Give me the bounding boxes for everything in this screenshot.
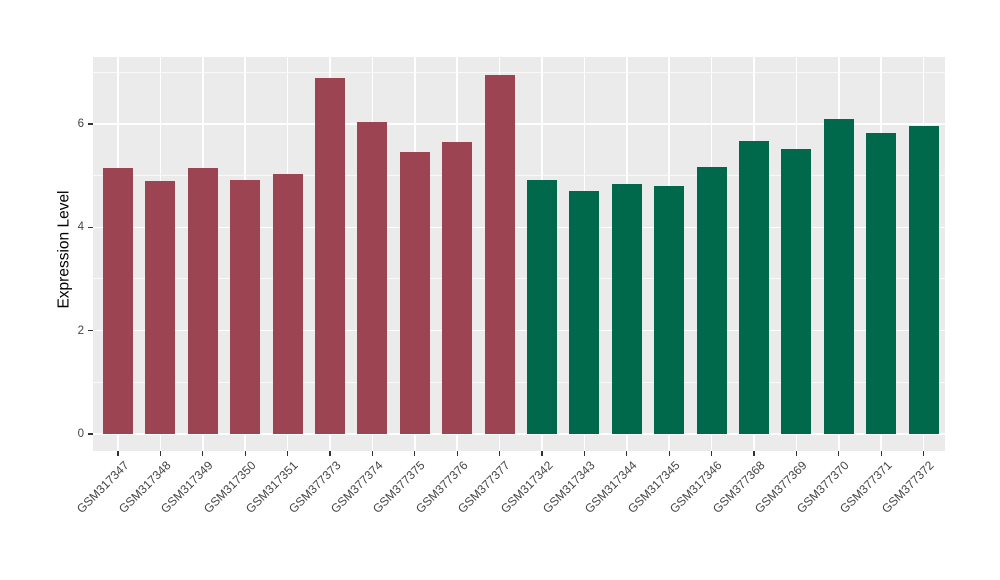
y-tick-mark — [88, 226, 93, 228]
y-tick-mark — [88, 330, 93, 332]
gridline-horizontal-major — [93, 123, 945, 125]
y-tick-label: 2 — [77, 324, 84, 337]
gridline-horizontal-major — [93, 329, 945, 332]
bar-GSM317342 — [527, 179, 557, 434]
bar-GSM377368 — [739, 141, 769, 434]
x-tick-mark — [159, 451, 161, 456]
gridline-horizontal-minor — [93, 278, 945, 280]
bar-GSM317346 — [696, 166, 727, 434]
x-tick-mark — [753, 451, 755, 456]
bar-GSM377369 — [781, 149, 812, 434]
bar-GSM317348 — [145, 180, 176, 434]
bar-GSM317347 — [103, 167, 133, 434]
x-tick-mark — [541, 451, 543, 456]
bar-GSM317345 — [654, 185, 685, 434]
plot-panel — [93, 57, 945, 451]
x-tick-mark — [880, 451, 882, 456]
x-tick-mark — [838, 451, 840, 456]
x-tick-mark — [923, 451, 925, 456]
x-tick-mark — [202, 451, 204, 456]
x-tick-mark — [117, 451, 119, 456]
y-tick-label: 4 — [77, 221, 84, 234]
x-tick-mark — [711, 451, 713, 456]
gridline-horizontal-major — [93, 226, 945, 229]
x-tick-mark — [287, 451, 289, 456]
bar-GSM377372 — [908, 126, 939, 434]
bar-GSM317350 — [230, 179, 261, 434]
bar-GSM377371 — [866, 132, 897, 434]
x-tick-mark — [456, 451, 458, 456]
bar-GSM317349 — [187, 167, 218, 434]
bar-GSM377370 — [823, 118, 854, 434]
gridline-horizontal-major — [93, 433, 945, 435]
gridline-horizontal-minor — [93, 175, 945, 177]
bar-GSM317351 — [272, 173, 303, 434]
bar-GSM377376 — [442, 141, 473, 434]
x-tick-mark — [371, 451, 373, 456]
bar-GSM377373 — [315, 77, 345, 434]
x-tick-mark — [583, 451, 585, 456]
y-tick-mark — [88, 433, 93, 435]
bar-GSM317344 — [611, 183, 642, 434]
x-tick-mark — [329, 451, 331, 456]
x-tick-mark — [499, 451, 501, 456]
y-axis-title: Expression Level — [55, 190, 73, 309]
bar-GSM377374 — [357, 122, 388, 434]
gridline-horizontal-minor — [93, 381, 945, 383]
bar-GSM377375 — [399, 151, 430, 434]
bar-GSM317343 — [569, 191, 600, 434]
y-tick-mark — [88, 123, 93, 125]
x-tick-mark — [626, 451, 628, 456]
x-tick-mark — [244, 451, 246, 456]
y-tick-label: 6 — [77, 117, 84, 130]
x-tick-mark — [795, 451, 797, 456]
x-tick-mark — [668, 451, 670, 456]
y-tick-label: 0 — [77, 428, 84, 440]
bar-GSM377377 — [484, 74, 515, 434]
gridline-horizontal-minor — [93, 71, 945, 73]
x-tick-mark — [414, 451, 416, 456]
